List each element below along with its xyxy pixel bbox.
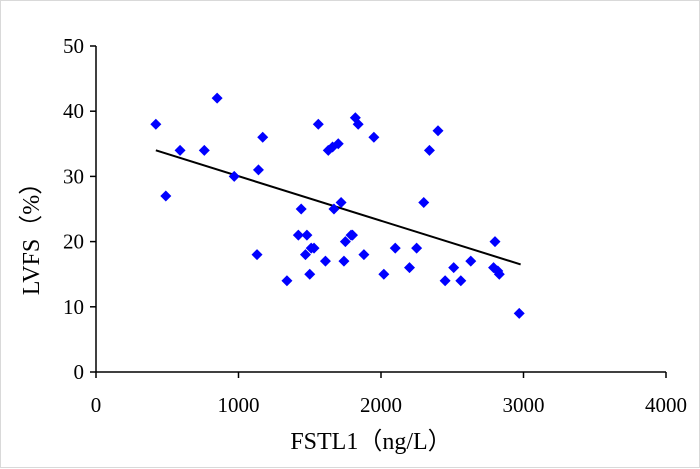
data-point (489, 236, 501, 248)
data-point (312, 118, 324, 130)
y-tick-label: 40 (63, 99, 84, 123)
data-point (389, 242, 401, 254)
data-point (308, 242, 320, 254)
data-point (304, 268, 316, 280)
data-point (292, 229, 304, 241)
y-tick-label: 30 (63, 164, 84, 188)
trendline-group (155, 149, 521, 266)
data-point (301, 229, 313, 241)
x-tick-label: 4000 (645, 393, 687, 417)
data-point (378, 268, 390, 280)
y-tick-label: 10 (63, 295, 84, 319)
data-point (513, 307, 525, 319)
data-point (338, 255, 350, 267)
data-point (198, 144, 210, 156)
data-point (368, 131, 380, 143)
x-axis-title: FSTL1（ng/L） (290, 429, 451, 455)
data-points (150, 92, 525, 319)
data-point (352, 118, 364, 130)
data-point (257, 131, 269, 143)
data-point (493, 268, 505, 280)
data-point (411, 242, 423, 254)
data-point (319, 255, 331, 267)
data-point (332, 138, 344, 150)
data-point (347, 229, 358, 241)
ticks: 0 10 20 30 40 50 0 1000 2000 3000 4000 (63, 34, 687, 417)
data-point (160, 190, 172, 202)
data-point (358, 249, 370, 261)
data-point (252, 164, 264, 176)
axes (95, 46, 666, 373)
data-point (465, 255, 477, 267)
data-point (211, 92, 223, 104)
trendline (155, 149, 521, 266)
data-point (150, 118, 162, 130)
data-point (418, 196, 430, 208)
data-point (328, 203, 340, 215)
data-point (335, 196, 347, 208)
y-tick-label: 0 (74, 360, 85, 384)
x-tick-label: 3000 (503, 393, 545, 417)
x-tick-label: 2000 (360, 393, 402, 417)
y-tick-label: 50 (63, 34, 84, 58)
y-tick-label: 20 (63, 230, 84, 254)
y-axis-title: LVFS（%） (19, 171, 45, 295)
x-tick-label: 0 (91, 393, 102, 417)
data-point (228, 170, 240, 182)
data-point (174, 144, 186, 156)
data-point (299, 249, 311, 261)
data-point (339, 236, 351, 248)
data-point (455, 275, 467, 287)
data-point (423, 144, 435, 156)
data-point (281, 275, 293, 287)
data-point (448, 262, 460, 274)
data-point (251, 249, 263, 261)
data-point (404, 262, 415, 274)
data-point (295, 203, 307, 215)
data-point (432, 125, 444, 137)
data-point (439, 275, 451, 287)
x-tick-label: 1000 (218, 393, 260, 417)
